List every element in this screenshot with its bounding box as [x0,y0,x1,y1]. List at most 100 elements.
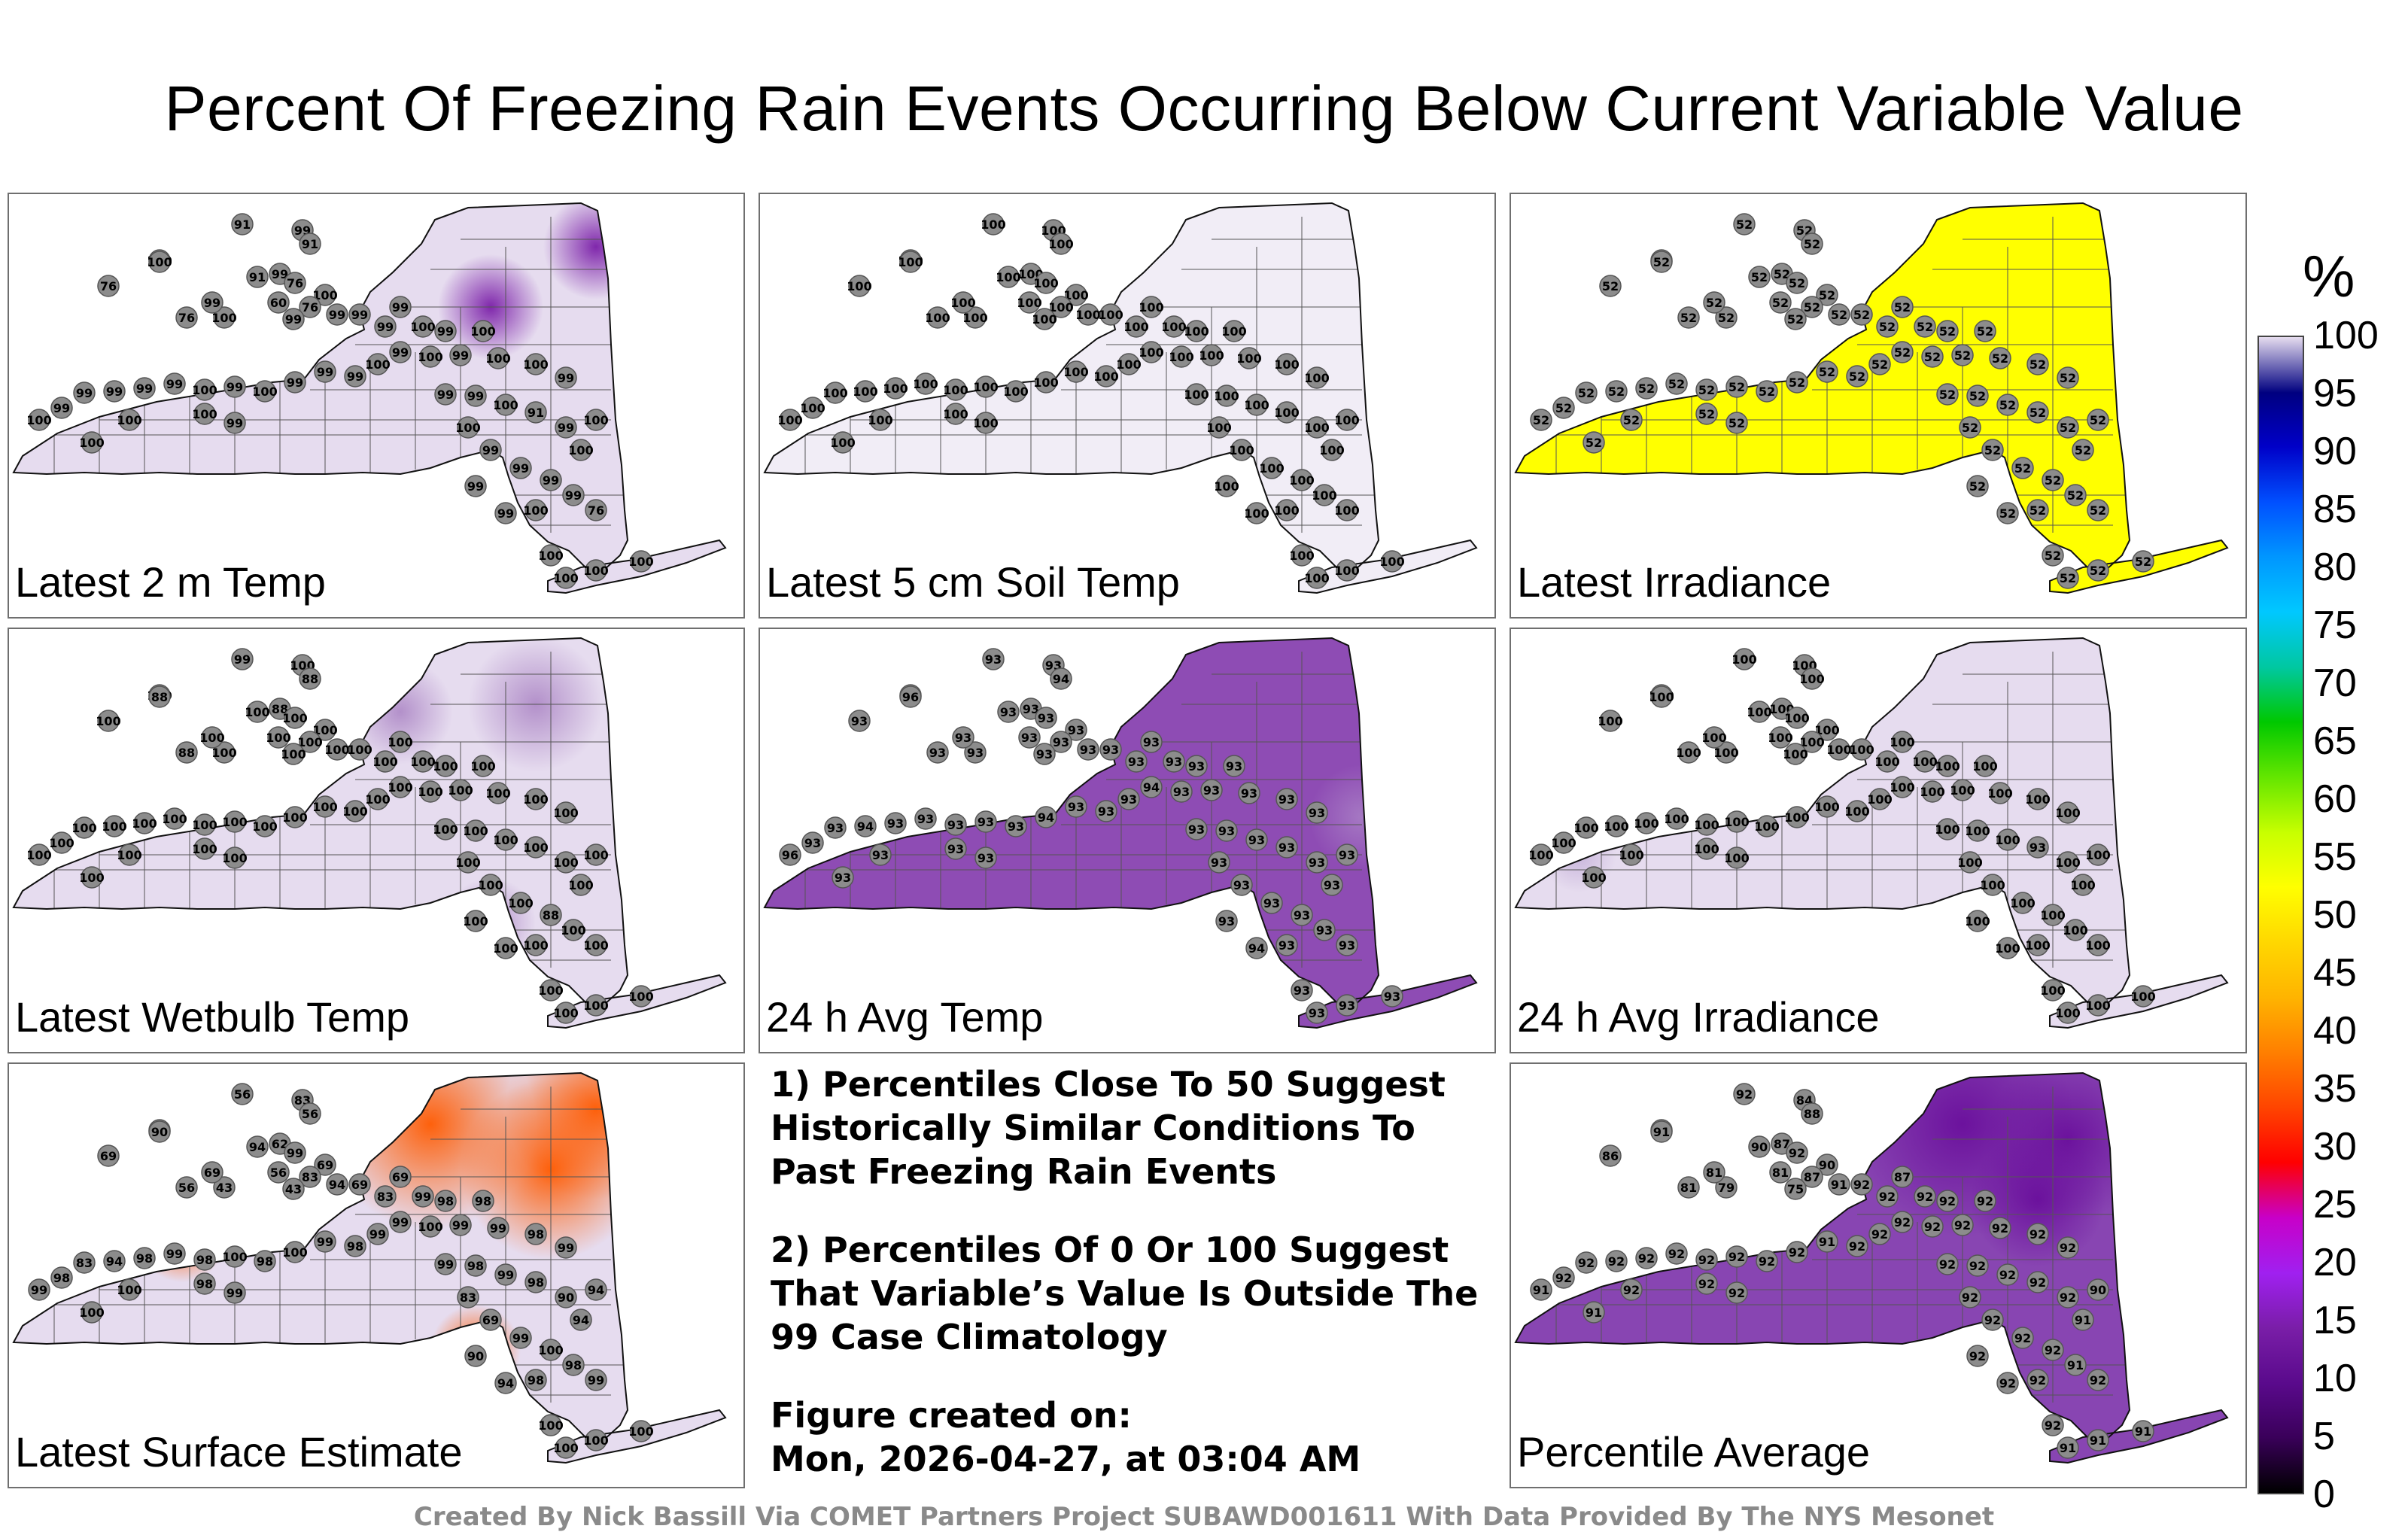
station-dot [1966,385,1989,407]
station-marker: 100 [1229,439,1254,461]
station-value: 69 [100,1149,117,1163]
station-marker: 52 [1677,306,1700,329]
station-marker: 92 [1936,1253,1959,1275]
county-lines [1516,1087,2128,1403]
station-marker: 56 [267,1161,290,1184]
station-dot [464,910,487,932]
station-dot [1230,874,1253,896]
station-value: 100 [211,746,236,760]
station-dot [1695,837,1718,860]
station-marker: 91 [1583,1301,1605,1324]
station-dot [472,320,494,342]
station-value: 91 [2090,1433,2106,1448]
colorbar-tick-label: 25 [2313,1183,2357,1226]
station-marker: 100 [49,831,74,854]
station-dot [1336,934,1358,956]
station-value: 100 [96,714,120,728]
station-dot [314,719,336,741]
station-value: 100 [1048,300,1073,315]
station-value: 99 [317,365,333,379]
station-value: 92 [2045,1418,2061,1433]
station-marker: 100 [1965,819,1990,842]
station-dot [1936,1253,1959,1275]
station-dot [223,375,246,398]
station-dot [282,743,305,765]
station-marker: 52 [1583,431,1605,454]
station-value: 93 [985,652,1002,667]
station-value: 100 [418,785,442,799]
station-marker: 100 [553,801,579,824]
station-dot [282,1178,305,1200]
station-value: 99 [482,443,499,457]
station-value: 100 [1184,388,1209,402]
station-marker: 100 [508,892,534,914]
station-value: 100 [1063,365,1088,379]
station-dot [1635,812,1658,834]
station-value: 92 [2045,1343,2061,1357]
station-dot [1208,416,1230,439]
station-value: 100 [538,549,563,563]
station-value: 56 [302,1107,318,1121]
station-marker: 100 [898,251,923,273]
station-value: 100 [1098,308,1123,322]
panel-label: 24 h Avg Irradiance [1517,993,1880,1041]
station-value: 92 [1728,1250,1745,1264]
station-marker: 100 [433,755,458,777]
station-dot [366,353,389,375]
station-value: 100 [372,755,397,769]
nys-map: 1009199911007676100999176100766099999999… [12,202,727,594]
station-value: 86 [1602,1149,1619,1163]
station-marker: 93 [944,813,967,836]
station-dot [1552,397,1575,419]
station-marker: 52 [1599,275,1622,297]
station-dot [869,843,892,866]
station-dot [1828,1173,1850,1196]
station-value: 100 [493,398,518,412]
station-value: 93 [1038,711,1054,725]
station-dot [982,213,1005,236]
station-dot [1914,1185,1936,1208]
station-dot [1065,284,1087,306]
station-marker: 100 [883,377,908,400]
station-marker: 100 [117,843,142,866]
station-marker: 100 [1116,353,1142,375]
station-value: 100 [26,848,51,862]
station-dot [494,1263,517,1286]
station-value: 100 [561,923,585,938]
station-dot [479,1309,502,1331]
station-value: 52 [1772,296,1789,310]
station-dot [1996,1372,2019,1394]
station-value: 52 [2029,357,2046,372]
long-island-outline [547,539,727,594]
colorbar-tick-label: 30 [2313,1125,2357,1169]
station-value: 100 [132,816,157,831]
station-dot [1140,731,1163,753]
station-marker: 92 [1891,1211,1914,1233]
station-dot [562,919,585,941]
station-marker: 100 [1551,831,1576,854]
station-value: 96 [902,690,919,704]
state-outline [763,202,1380,572]
station-value: 100 [847,279,871,293]
station-dot [1215,475,1238,497]
station-value: 92 [2090,1373,2106,1388]
station-marker: 52 [2026,401,2049,424]
station-marker: 100 [1206,416,1232,439]
station-value: 94 [588,1283,604,1297]
station-dot [1125,750,1148,773]
station-dot [1306,416,1328,439]
station-dot [299,296,321,318]
station-value: 92 [1879,1190,1896,1204]
station-dot [1035,806,1057,828]
station-marker: 52 [1891,296,1914,318]
station-dot [73,1251,96,1274]
station-marker: 100 [853,380,878,403]
station-marker: 100 [324,738,350,761]
station-dot [1695,403,1718,425]
long-island-outline [2049,539,2229,594]
station-dot [1163,315,1185,338]
station-marker: 99 [282,308,305,330]
station-marker: 100 [418,780,443,803]
station-dot [284,707,306,729]
station-marker: 100 [312,795,338,818]
